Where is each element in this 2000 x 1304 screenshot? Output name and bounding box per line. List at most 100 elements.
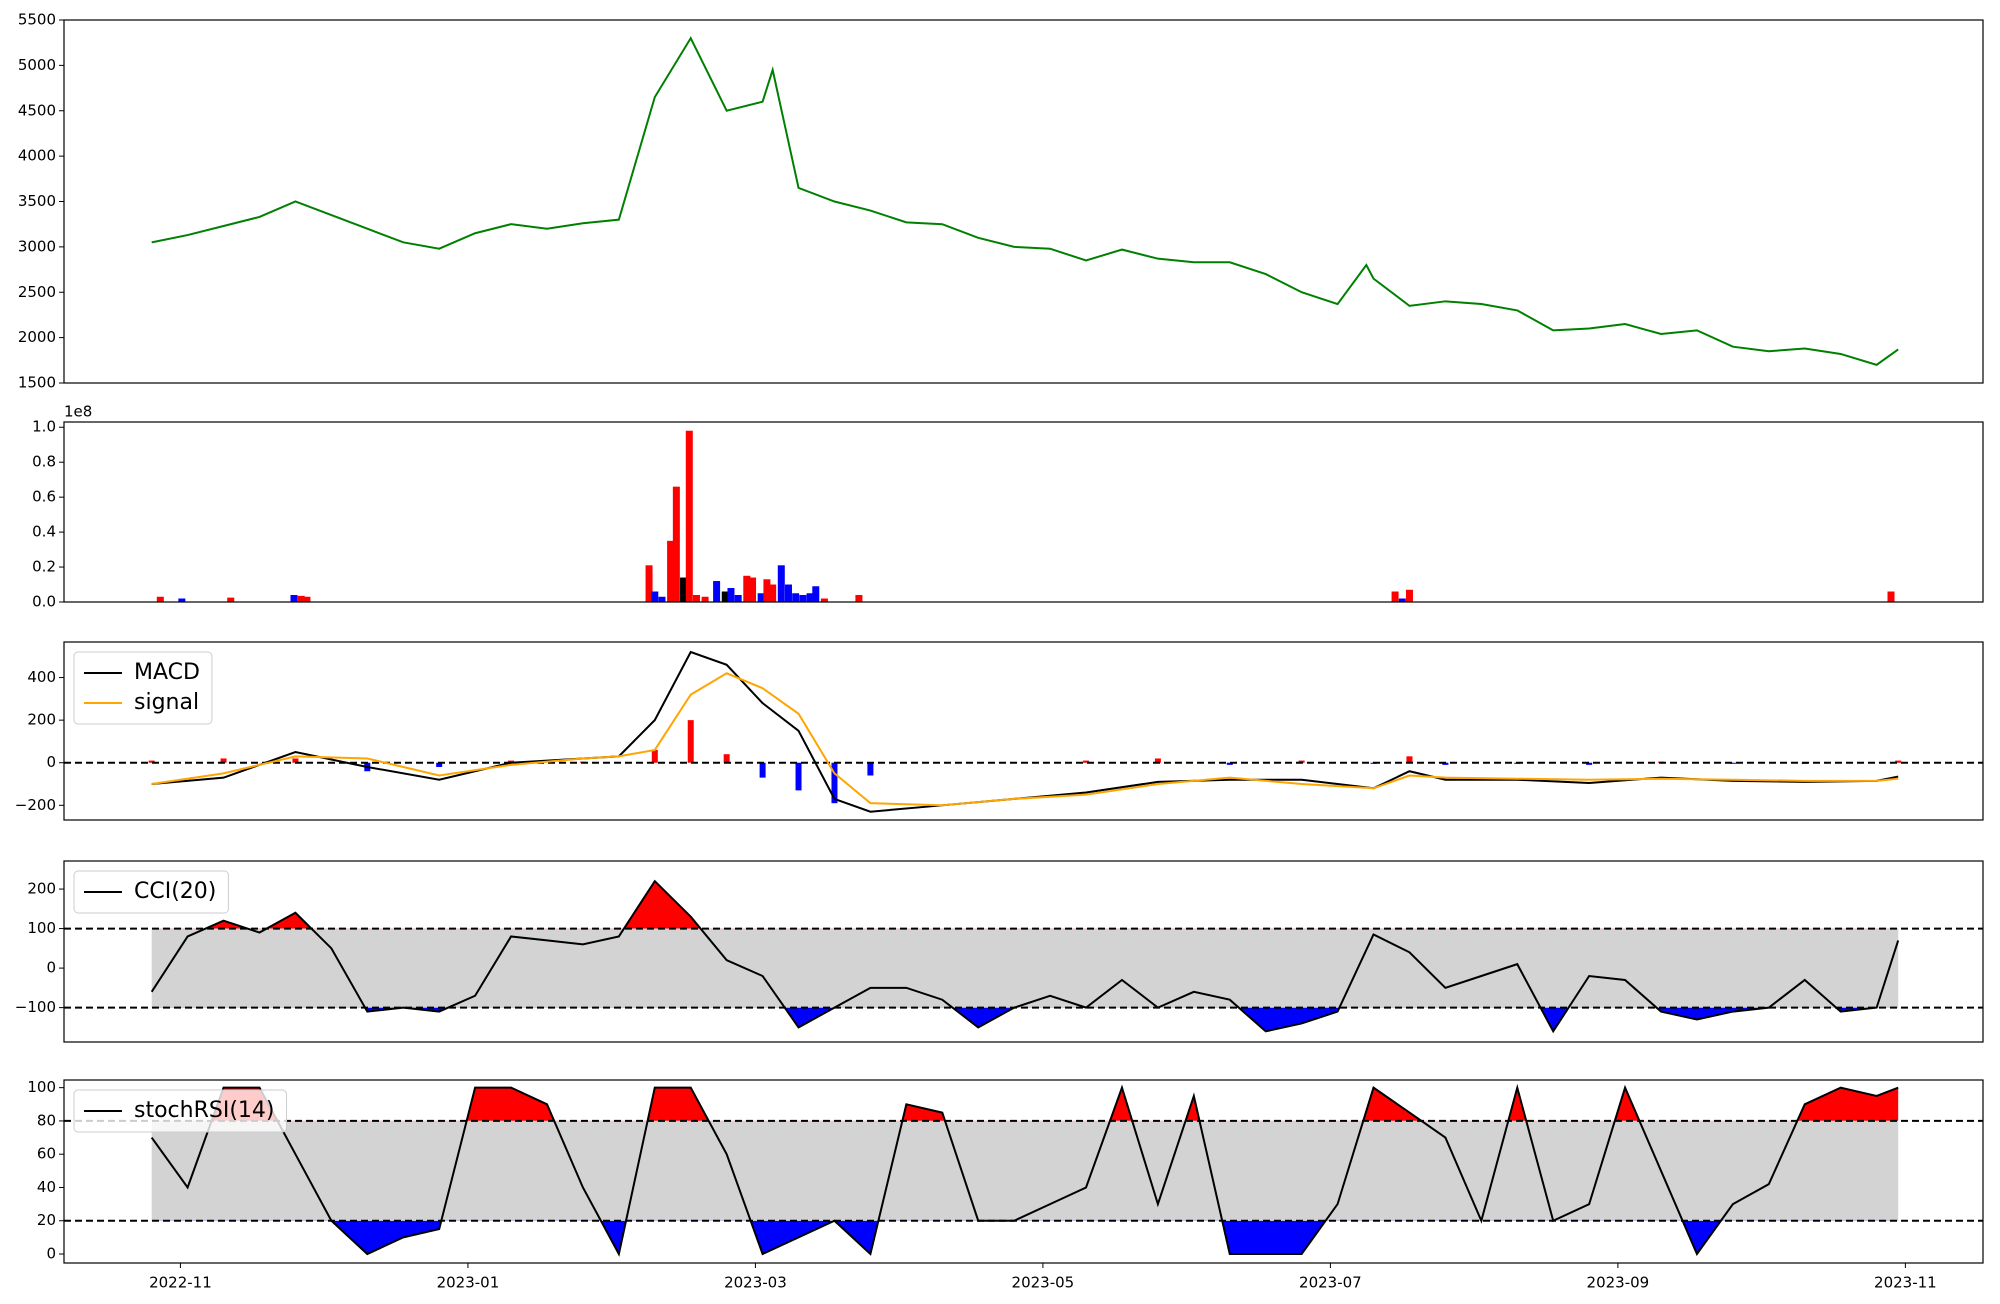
y-tick-label: 3500 — [18, 192, 56, 210]
histogram-bar — [148, 760, 155, 763]
x-tick-label: 2023-01 — [437, 1274, 500, 1292]
volume-bar — [763, 579, 771, 602]
plot-frame — [63, 860, 1984, 1043]
volume-bar — [297, 595, 305, 602]
volume-bar — [777, 565, 785, 602]
above-fill — [205, 881, 701, 929]
below-fill — [151, 1007, 1899, 1032]
plot-frame — [63, 1079, 1984, 1264]
legend-box — [73, 1089, 287, 1133]
volume-bar — [743, 575, 751, 602]
legend-label: stochRSI(14) — [134, 1098, 275, 1123]
volume-bar — [658, 596, 666, 602]
legend-box — [73, 651, 213, 725]
legend-label: CCI(20) — [134, 879, 216, 904]
y-tick-label: 0.0 — [32, 593, 56, 611]
histogram-bar — [687, 720, 694, 763]
y-tick-label: 100 — [27, 1078, 56, 1096]
neutral-band — [151, 928, 1899, 1008]
volume-bar — [1887, 591, 1895, 602]
histogram-bar — [436, 762, 443, 767]
y-tick-label: 0.8 — [32, 453, 56, 471]
panel: 1500 2000 2500 3000 3500 4000 4500 5000 5500 — [18, 11, 1984, 392]
y-tick-label: 0.2 — [32, 558, 56, 576]
y-tick-label: 0 — [46, 1245, 56, 1263]
legend-label: MACD — [134, 660, 200, 685]
volume-bar — [1398, 598, 1406, 602]
volume-bar — [727, 588, 735, 602]
y-tick-label: 0.6 — [32, 488, 56, 506]
x-tick-label: 2023-03 — [724, 1274, 787, 1292]
histogram-bar — [831, 762, 838, 804]
histogram-bar — [759, 762, 766, 778]
volume-bar — [290, 595, 298, 602]
volume-bar — [1405, 589, 1413, 602]
plot-frame — [63, 19, 1984, 384]
plot-frame — [63, 641, 1984, 821]
volume-bar — [178, 598, 186, 602]
volume-bar — [156, 596, 164, 602]
volume-bar — [680, 577, 688, 602]
volume-bar — [227, 597, 235, 602]
y-tick-label: 1500 — [18, 374, 56, 392]
plot-frame — [63, 421, 1984, 603]
volume-bar — [651, 591, 659, 602]
histogram-bar — [1298, 760, 1305, 763]
x-tick-label: 2023-09 — [1587, 1274, 1650, 1292]
y-tick-label: 40 — [37, 1178, 56, 1196]
x-tick-label: 2022-11 — [149, 1274, 212, 1292]
volume-bar — [721, 591, 729, 602]
volume-bar — [769, 584, 777, 602]
data-line — [150, 1083, 1899, 1257]
histogram-bar — [1895, 760, 1902, 763]
volume-bar — [692, 595, 700, 602]
y-tick-label: 2500 — [18, 283, 56, 301]
y-tick-label: 80 — [37, 1111, 56, 1129]
y-tick-label: 0 — [46, 753, 56, 771]
y-tick-label: 4000 — [18, 147, 56, 165]
y-tick-label: 60 — [37, 1145, 56, 1163]
volume-bar — [303, 596, 311, 602]
volume-bar — [1391, 591, 1399, 602]
y-tick-label: 5000 — [18, 56, 56, 74]
histogram-bar — [867, 762, 874, 776]
histogram-bar — [1442, 762, 1449, 765]
y-tick-label: 3000 — [18, 237, 56, 255]
y-tick-label: 20 — [37, 1211, 56, 1229]
volume-bar — [749, 577, 757, 602]
axis-offset-label: 1e8 — [64, 403, 92, 421]
y-tick-label: 2000 — [18, 328, 56, 346]
legend-box — [73, 870, 229, 914]
y-tick-label: 1.0 — [32, 418, 56, 436]
volume-bar — [672, 486, 680, 602]
data-line — [151, 650, 1899, 813]
neutral-band — [151, 1120, 1899, 1221]
volume-bar — [812, 586, 820, 602]
panel: −200 0 200 400 MACD signal — [15, 641, 1984, 821]
y-tick-label: −100 — [15, 998, 56, 1016]
histogram-bar — [723, 754, 730, 763]
legend-label: signal — [134, 690, 199, 715]
panel: 0.0 0.2 0.4 0.6 0.8 1.0 1e8 — [32, 403, 1984, 611]
y-tick-label: −200 — [15, 796, 56, 814]
volume-bar — [784, 584, 792, 602]
histogram-bar — [292, 758, 299, 763]
y-tick-label: 100 — [27, 919, 56, 937]
volume-bar — [799, 595, 807, 602]
histogram-bar — [795, 762, 802, 791]
histogram-bar — [1083, 760, 1090, 763]
volume-bar — [855, 595, 863, 602]
volume-bar — [713, 581, 721, 602]
above-fill — [151, 1087, 1899, 1121]
volume-bar — [757, 593, 765, 602]
data-line — [151, 672, 1899, 807]
y-tick-label: 200 — [27, 880, 56, 898]
y-tick-label: 400 — [27, 668, 56, 686]
histogram-bar — [220, 758, 227, 763]
volume-bar — [792, 593, 800, 602]
histogram-bar — [651, 749, 658, 763]
y-tick-label: 4500 — [18, 101, 56, 119]
volume-bar — [685, 430, 693, 602]
data-line — [151, 36, 1899, 366]
